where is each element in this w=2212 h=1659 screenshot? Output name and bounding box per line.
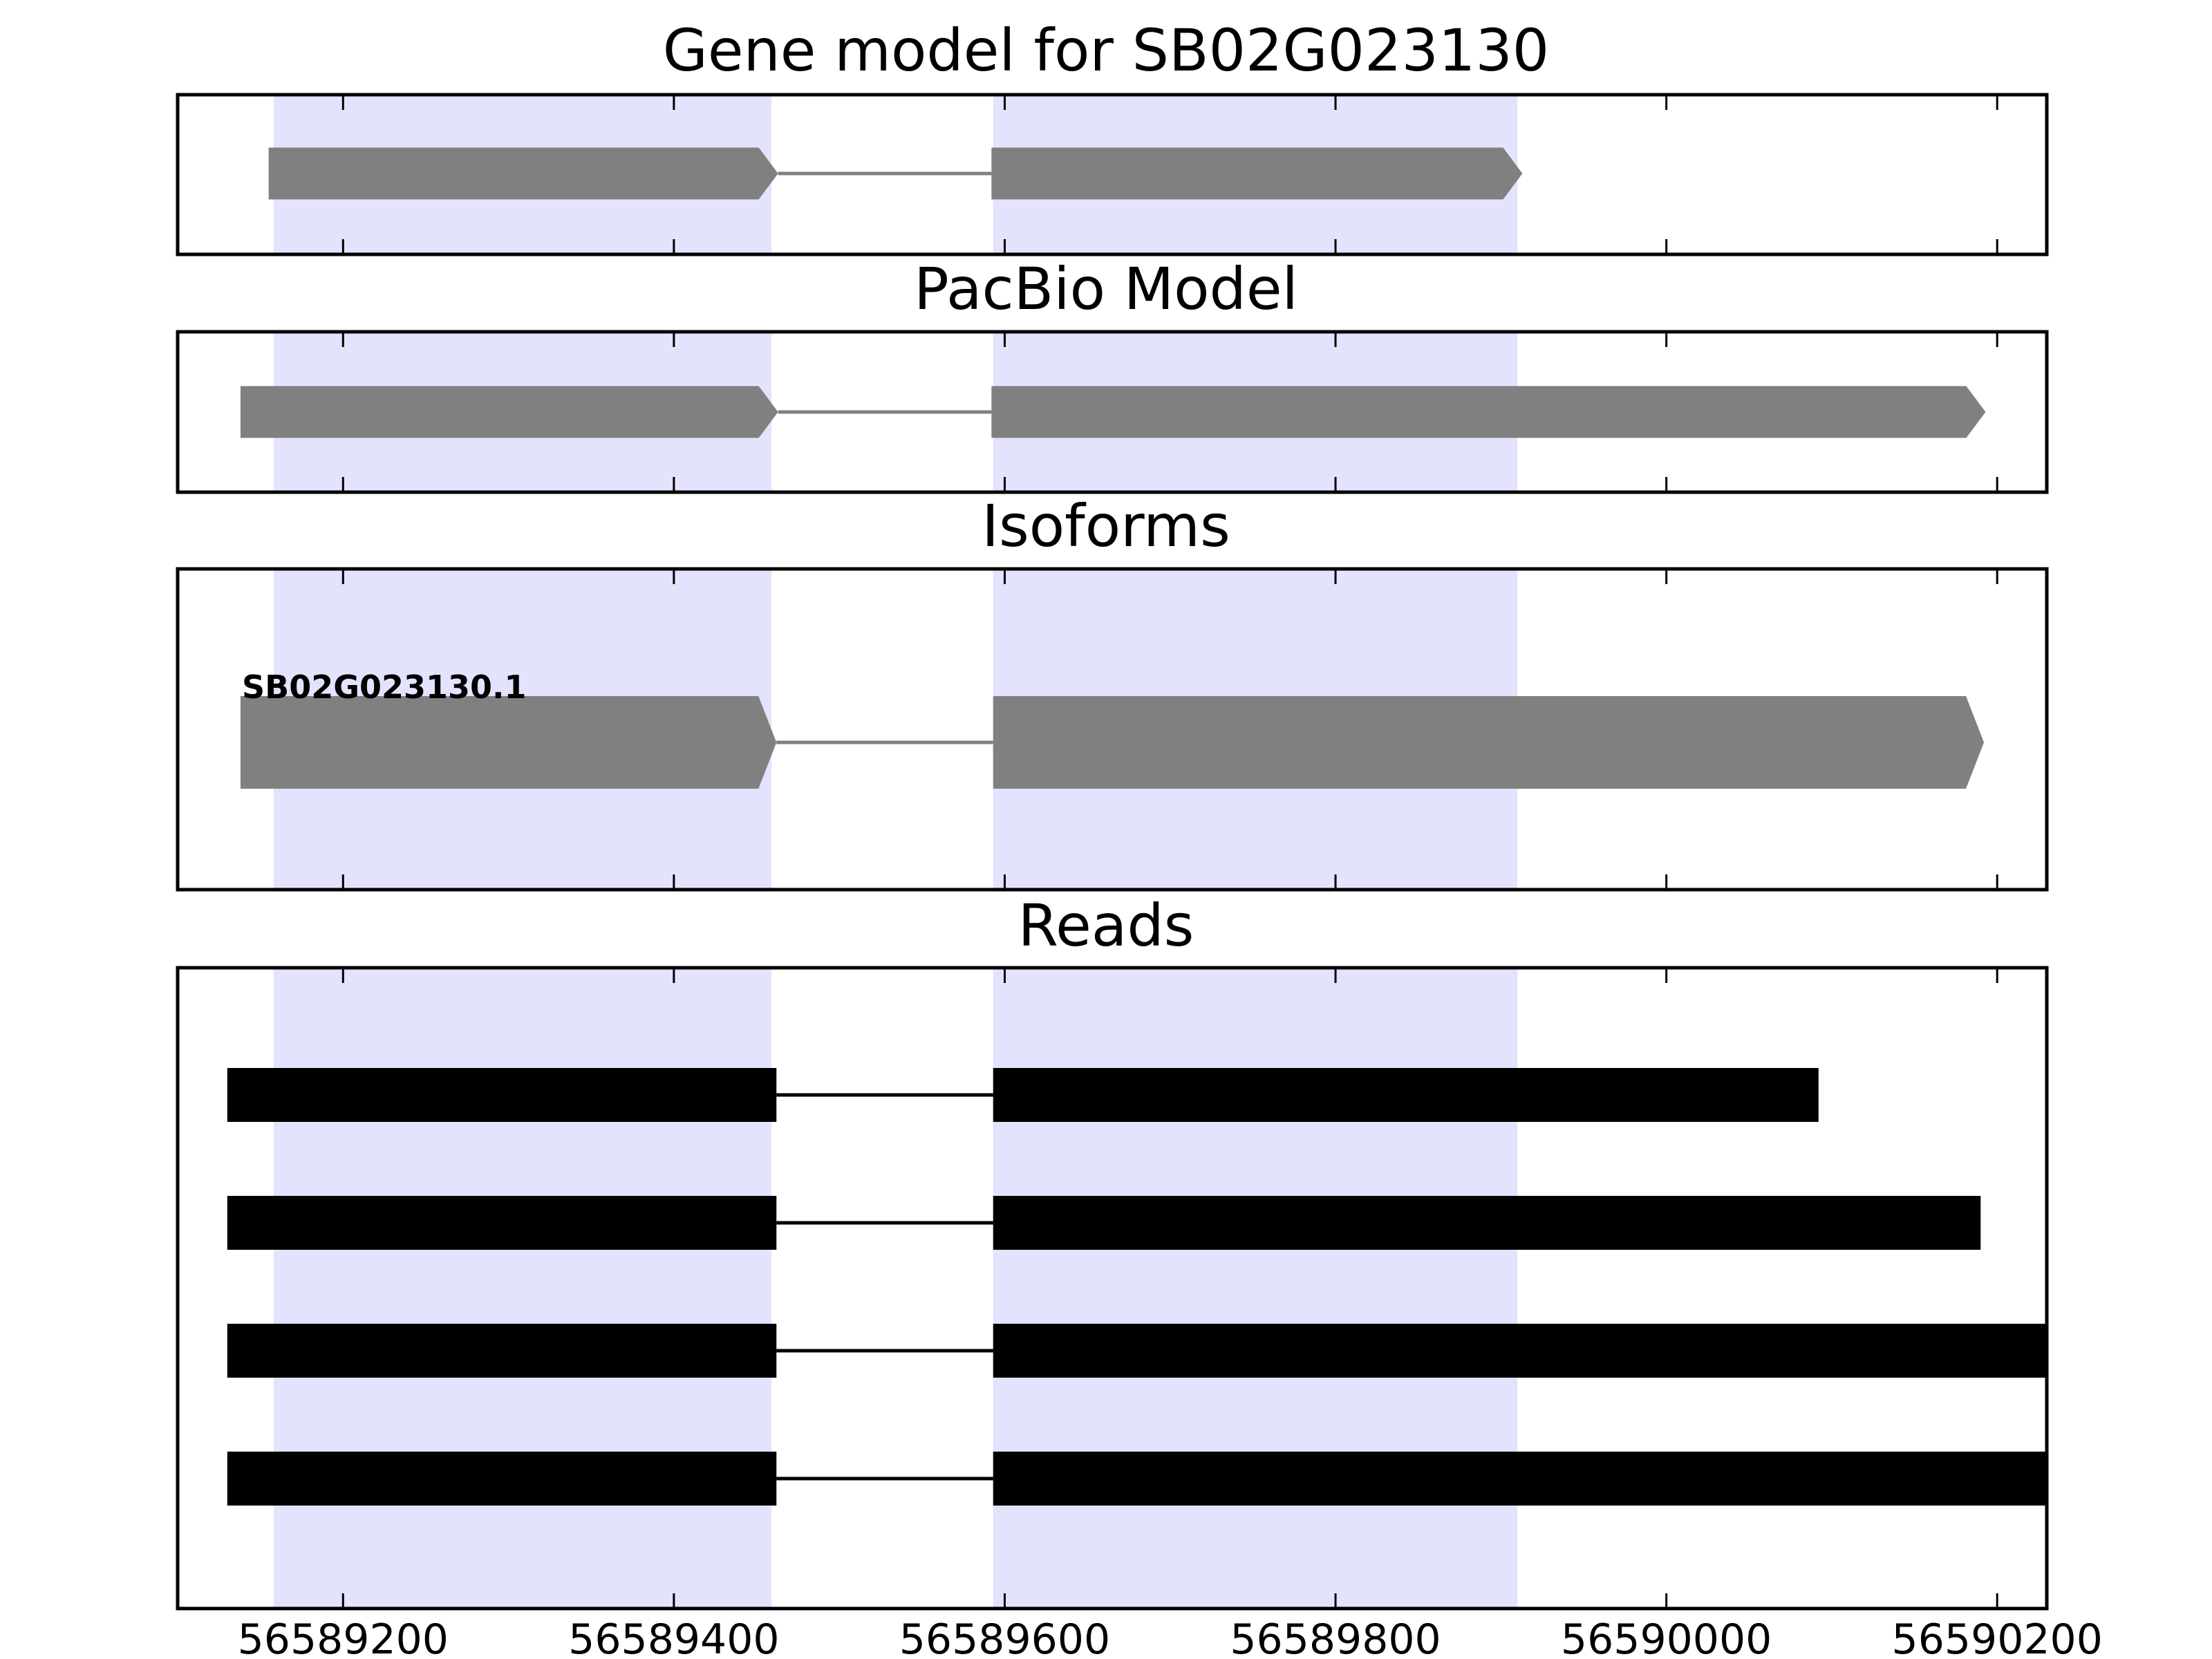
exon-block — [993, 1324, 2047, 1378]
exon-shading-band — [273, 968, 772, 1609]
isoforms-title: Isoforms — [982, 492, 1230, 560]
exon-block — [227, 1452, 777, 1506]
exon-arrow — [991, 147, 1523, 200]
panel-frame — [176, 93, 2049, 256]
reads-panel — [176, 966, 2049, 1611]
panel-content — [240, 332, 1986, 492]
panel-frame — [176, 330, 2049, 494]
exon-block — [227, 1196, 777, 1250]
exon-block — [227, 1324, 777, 1378]
isoform-label: SB02G023130.1 — [242, 668, 526, 706]
pacbio-model-title: PacBio Model — [914, 255, 1298, 323]
gene-model-panel — [176, 93, 2049, 256]
x-tick-label: 56589600 — [899, 1615, 1110, 1659]
exon-arrow — [240, 386, 778, 438]
x-tick-label: 56589200 — [238, 1615, 449, 1659]
pacbio-model-panel — [176, 330, 2049, 494]
x-axis-tick-labels: 56589200 56589400 56589600 56589800 5659… — [238, 1615, 2103, 1659]
x-tick-label: 56589400 — [568, 1615, 779, 1659]
panel-content — [240, 569, 1985, 890]
exon-block — [227, 1068, 777, 1122]
gene-model-title: Gene model for SB02G023130 — [663, 17, 1549, 84]
exon-arrow — [268, 147, 778, 200]
exon-block — [993, 1452, 2047, 1506]
panel-content — [268, 95, 1523, 254]
exon-block — [993, 1196, 1981, 1250]
panel-frame — [176, 567, 2049, 892]
x-tick-label: 56590200 — [1892, 1615, 2103, 1659]
panel-frame — [176, 966, 2049, 1611]
exon-arrow — [993, 696, 1985, 789]
isoforms-panel — [176, 567, 2049, 892]
exon-block — [993, 1068, 1819, 1122]
exon-shading-band — [993, 968, 1518, 1609]
panel-content — [227, 968, 2047, 1609]
exon-arrow — [240, 696, 777, 789]
x-tick-label: 56590000 — [1561, 1615, 1772, 1659]
x-tick-label: 56589800 — [1230, 1615, 1441, 1659]
reads-title: Reads — [1018, 892, 1194, 959]
exon-arrow — [991, 386, 1986, 438]
